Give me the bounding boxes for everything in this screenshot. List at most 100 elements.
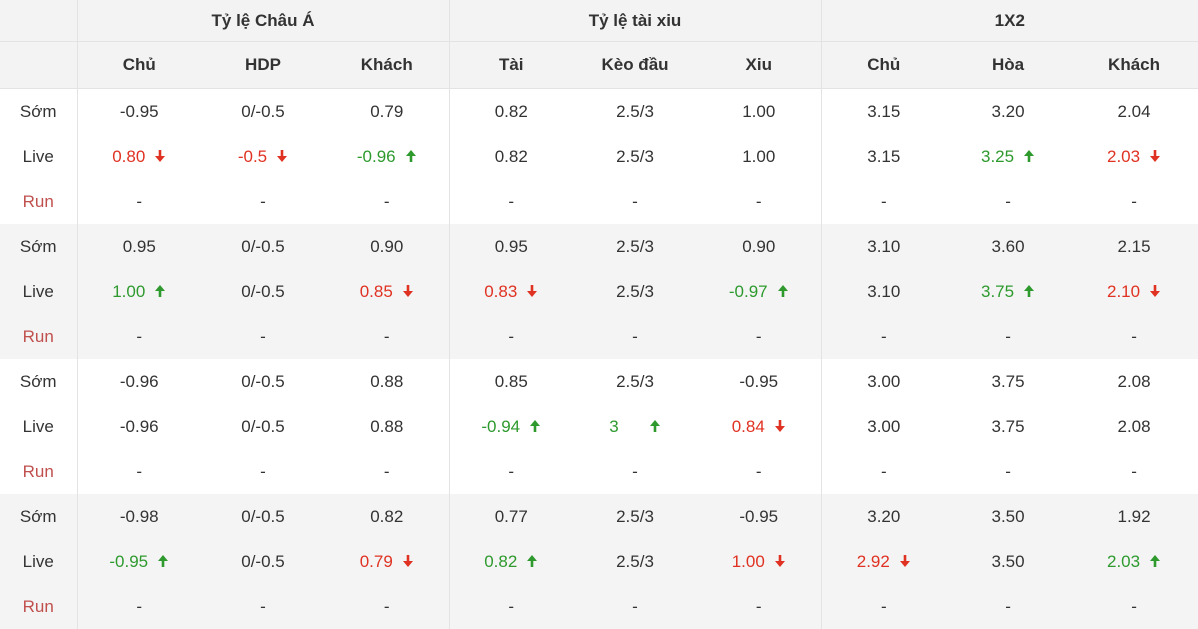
odds-row-run: Run - - - - - - - - -	[0, 179, 1198, 224]
period-group: Sớm 0.95 0/-0.5 0.90 0.95 2.5/3 0.90 3.10 3.60 2.…	[0, 224, 1198, 359]
odds-value: 3.60	[991, 236, 1025, 256]
cell-asian-away: 0.79	[325, 88, 449, 134]
row-label-run[interactable]: Run	[0, 179, 77, 224]
col-1x2-home: Chủ	[820, 41, 947, 89]
col-1x2-draw: Hòa	[946, 41, 1071, 89]
cell-asian-hdp: 0/-0.5	[201, 359, 325, 404]
cell-x12-home: 3.00	[820, 404, 947, 449]
cell-asian-away: -	[325, 449, 449, 494]
arrow-up-icon	[157, 554, 169, 568]
cell-asian-home: -	[76, 179, 201, 224]
row-label-run[interactable]: Run	[0, 449, 77, 494]
cell-x12-home: -	[820, 449, 947, 494]
cell-x12-home: 3.20	[820, 494, 947, 539]
group-1x2: 1X2	[820, 0, 1198, 42]
odds-value: -	[1005, 326, 1011, 346]
odds-value: 0/-0.5	[241, 281, 285, 301]
arrow-down-icon	[154, 149, 166, 163]
odds-value: 0.95	[122, 236, 156, 256]
cell-ou-over: -0.94	[448, 404, 573, 449]
cell-asian-away: 0.88	[325, 404, 449, 449]
odds-value: 0.79	[359, 551, 393, 571]
odds-value: 0.82	[484, 551, 518, 571]
odds-value: 2.5/3	[616, 371, 654, 391]
col-asian-away: Khách	[325, 41, 449, 89]
odds-value: 1.00	[112, 281, 146, 301]
odds-row-live: Live 1.00 0/-0.5 0.85 0.83 2.5/3 -0.97 3.10 3.75…	[0, 269, 1198, 314]
row-label-live: Live	[0, 134, 77, 179]
cell-x12-draw: -	[946, 314, 1071, 359]
cell-ou-under: -0.95	[697, 359, 822, 404]
odds-value: 3.00	[867, 416, 901, 436]
cell-ou-under: -	[697, 179, 822, 224]
odds-value: 0.77	[494, 506, 528, 526]
cell-asian-hdp: 0/-0.5	[201, 224, 325, 269]
odds-value: -	[260, 596, 266, 616]
cell-ou-under: 1.00	[697, 88, 822, 134]
odds-value: 0.90	[742, 236, 776, 256]
odds-value: 1.00	[731, 551, 765, 571]
cell-ou-over: 0.83	[448, 269, 573, 314]
cell-ou-line: 2.5/3	[573, 359, 697, 404]
odds-value: 3.10	[867, 236, 901, 256]
odds-value: 2.5/3	[616, 101, 654, 121]
odds-value: 0.88	[370, 416, 404, 436]
odds-value: -	[383, 461, 390, 481]
cell-asian-hdp: -0.5	[201, 134, 325, 179]
col-asian-home: Chủ	[76, 41, 201, 89]
cell-ou-line: -	[573, 449, 697, 494]
cell-asian-home: -0.95	[76, 539, 201, 584]
cell-ou-line: -	[573, 179, 697, 224]
odds-value: -	[136, 191, 143, 211]
cell-ou-over: -	[448, 179, 573, 224]
cell-x12-home: 3.15	[820, 134, 947, 179]
row-label-run[interactable]: Run	[0, 314, 77, 359]
cell-x12-home: 3.10	[820, 269, 947, 314]
odds-value: -	[260, 461, 266, 481]
arrow-down-icon	[774, 419, 786, 433]
odds-value: -0.98	[119, 506, 159, 526]
odds-value: -	[632, 326, 638, 346]
odds-row-early: Sớm -0.96 0/-0.5 0.88 0.85 2.5/3 -0.95 3.00 3.75…	[0, 359, 1198, 404]
odds-value: -0.95	[739, 506, 779, 526]
odds-value: 3.00	[867, 371, 901, 391]
period-group: Sớm -0.95 0/-0.5 0.79 0.82 2.5/3 1.00 3.15 3.20 2…	[0, 88, 1198, 224]
odds-value: 2.5/3	[616, 281, 654, 301]
cell-asian-away: 0.88	[325, 359, 449, 404]
cell-ou-under: -	[697, 584, 822, 629]
odds-value: 3	[609, 416, 619, 436]
row-label-live: Live	[0, 269, 77, 314]
cell-x12-draw: 3.60	[946, 224, 1071, 269]
cell-ou-line: -	[573, 314, 697, 359]
period-group: Sớm -0.98 0/-0.5 0.82 0.77 2.5/3 -0.95 3.20 3.50…	[0, 494, 1198, 629]
cell-asian-home: 0.80	[76, 134, 201, 179]
cell-x12-home: -	[820, 314, 947, 359]
odds-value: -	[1131, 326, 1137, 346]
row-label-run[interactable]: Run	[0, 584, 77, 629]
row-label-early: Sớm	[0, 224, 77, 269]
cell-ou-over: 0.85	[448, 359, 573, 404]
arrow-up-icon	[1149, 554, 1161, 568]
odds-value: 3.20	[991, 101, 1025, 121]
cell-ou-under: 1.00	[697, 539, 822, 584]
arrow-down-icon	[402, 554, 414, 568]
odds-value: -	[260, 191, 266, 211]
cell-ou-over: 0.95	[448, 224, 573, 269]
odds-value: 2.10	[1106, 281, 1141, 301]
odds-value: -	[383, 191, 390, 211]
cell-ou-over: -	[448, 584, 573, 629]
odds-value: -0.95	[119, 101, 159, 121]
cell-asian-hdp: -	[201, 314, 325, 359]
odds-value: 0/-0.5	[241, 506, 285, 526]
col-ou-under: Xiu	[697, 41, 822, 89]
corner-cell	[0, 41, 77, 89]
odds-value: 1.92	[1117, 506, 1151, 526]
cell-x12-away: 1.92	[1070, 494, 1198, 539]
odds-value: 3.50	[991, 551, 1025, 571]
cell-x12-draw: 3.50	[946, 494, 1071, 539]
cell-x12-away: 2.04	[1070, 88, 1198, 134]
cell-ou-over: 0.82	[448, 539, 573, 584]
odds-value: -	[508, 461, 515, 481]
odds-value: -	[880, 191, 887, 211]
odds-value: -	[880, 461, 887, 481]
